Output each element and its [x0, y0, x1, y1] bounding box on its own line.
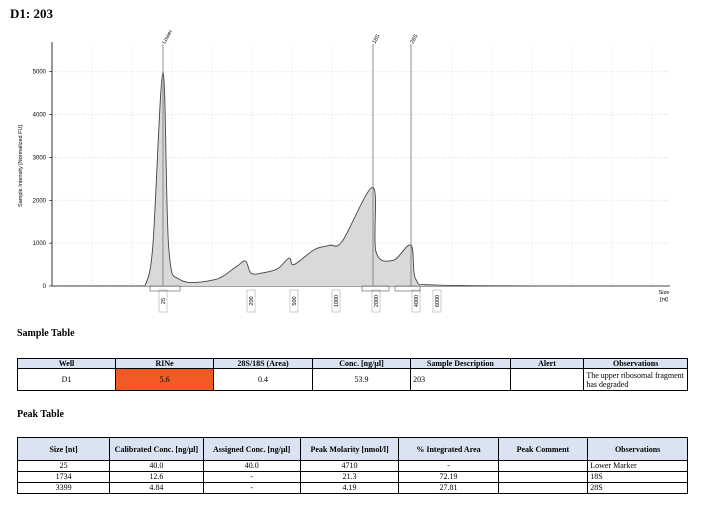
x-tick-label: 2000 [374, 295, 380, 307]
col-header: Peak Molarity [nmol/l] [299, 437, 400, 461]
y-tick-label: 2000 [33, 198, 47, 204]
table-cell [497, 482, 589, 494]
col-header: Assigned Conc. [ng/µl] [202, 437, 301, 461]
y-tick-label: 0 [43, 284, 47, 290]
table-cell: 4.84 [109, 482, 204, 494]
table-cell: 28S [587, 482, 688, 494]
x-tick-box [371, 289, 381, 313]
table-cell: 3399 [16, 482, 111, 494]
table-cell: 40.0 [109, 460, 204, 472]
col-header: Sample Description [410, 358, 511, 369]
x-tick-box [246, 289, 256, 313]
x-tick-box [289, 289, 299, 313]
peak-marker-label: 18S [372, 33, 382, 45]
col-header: Well [17, 358, 116, 369]
y-tick-label: 5000 [33, 70, 47, 76]
x-tick-label: 4000 [414, 295, 420, 307]
col-header: Size [nt] [16, 437, 111, 461]
table-cell: 4.19 [299, 482, 400, 494]
trace-layer [144, 71, 670, 287]
col-header: Peak Comment [497, 437, 589, 461]
peak-region [394, 285, 421, 292]
x-tick-label: 200 [249, 296, 255, 305]
peak-table: Size [nt] Calibrated Conc. [ng/µl] Assig… [16, 437, 688, 494]
col-header: 28S/18S (Area) [213, 358, 313, 369]
table-cell: 0.4 [213, 368, 313, 391]
table-cell: 203 [410, 368, 511, 391]
table-cell: 21.3 [299, 471, 400, 483]
x-axis-label: Size [659, 290, 670, 296]
x-tick-label: 25 [161, 298, 167, 304]
sample-table-title: Sample Table [17, 328, 75, 339]
x-tick-label: 500 [292, 296, 298, 305]
table-cell: 72.19 [398, 471, 499, 483]
table-cell [509, 368, 585, 391]
sample-table-header: Well RINe 28S/18S (Area) Conc. [ng/µl] S… [17, 358, 688, 369]
peak-region [149, 285, 181, 292]
table-cell: 27.81 [398, 482, 499, 494]
x-tick-label: 6000 [435, 295, 441, 307]
peak-region [361, 285, 390, 292]
x-tick-box [432, 289, 442, 313]
peak-table-header: Size [nt] Calibrated Conc. [ng/µl] Assig… [16, 437, 688, 461]
sample-table: Well RINe 28S/18S (Area) Conc. [ng/µl] S… [17, 358, 688, 391]
table-cell: D1 [17, 368, 116, 391]
table-cell: - [202, 482, 301, 494]
table-cell: The upper ribosomal fragment has degrade… [583, 368, 688, 391]
col-header: % Integrated Area [398, 437, 499, 461]
rine-cell: 5.6 [114, 368, 215, 391]
x-tick-label: 1000 [334, 295, 340, 307]
table-cell: Lower Marker [587, 460, 688, 472]
table-row: D1 5.6 0.4 53.9 203 The upper ribosomal … [17, 368, 688, 391]
table-cell [497, 460, 589, 472]
table-row: 3399 4.84 - 4.19 27.81 28S [16, 482, 688, 494]
x-tick-box [411, 289, 421, 313]
peak-markers: Lower 18S 28S [149, 30, 421, 292]
table-row: 1734 12.6 - 21.3 72.19 18S [16, 471, 688, 483]
table-cell: 25 [16, 460, 111, 472]
col-header: Alert [509, 358, 585, 369]
x-axis-label: [nt] [660, 297, 668, 303]
peak-table-title: Peak Table [17, 409, 64, 420]
table-cell: 1734 [16, 471, 111, 483]
axis-labels: 0 1000 2000 3000 4000 5000 Sample Intensity [N… [18, 70, 669, 307]
table-cell: - [398, 460, 499, 472]
table-cell: 53.9 [311, 368, 412, 391]
electropherogram-chart: Lower 18S 28S 0 1000 2000 3000 4000 5000 Sample … [18, 30, 670, 313]
col-header: Observations [583, 358, 688, 369]
table-cell: 12.6 [109, 471, 204, 483]
peak-marker-label: Lower [162, 30, 175, 45]
table-cell: 4710 [299, 460, 400, 472]
table-row: 25 40.0 40.0 4710 - Lower Marker [16, 460, 688, 472]
trace-area [145, 71, 560, 286]
col-header: Conc. [ng/µl] [311, 358, 412, 369]
col-header: Observations [587, 437, 688, 461]
y-tick-label: 4000 [33, 113, 47, 119]
table-cell: 40.0 [202, 460, 301, 472]
y-tick-label: 3000 [33, 155, 47, 161]
col-header: RINe [114, 358, 215, 369]
trace-line [144, 71, 561, 287]
table-cell: 18S [587, 471, 688, 483]
x-tick-box [158, 289, 168, 313]
sample-title: D1: 203 [10, 6, 53, 21]
peak-marker-label: 28S [410, 33, 420, 45]
y-tick-label: 1000 [33, 241, 47, 247]
y-axis-label: Sample Intensity [Normalized FU] [18, 125, 24, 207]
col-header: Calibrated Conc. [ng/µl] [109, 437, 204, 461]
x-tick-box [331, 289, 341, 313]
table-cell: - [202, 471, 301, 483]
table-cell [497, 471, 589, 483]
